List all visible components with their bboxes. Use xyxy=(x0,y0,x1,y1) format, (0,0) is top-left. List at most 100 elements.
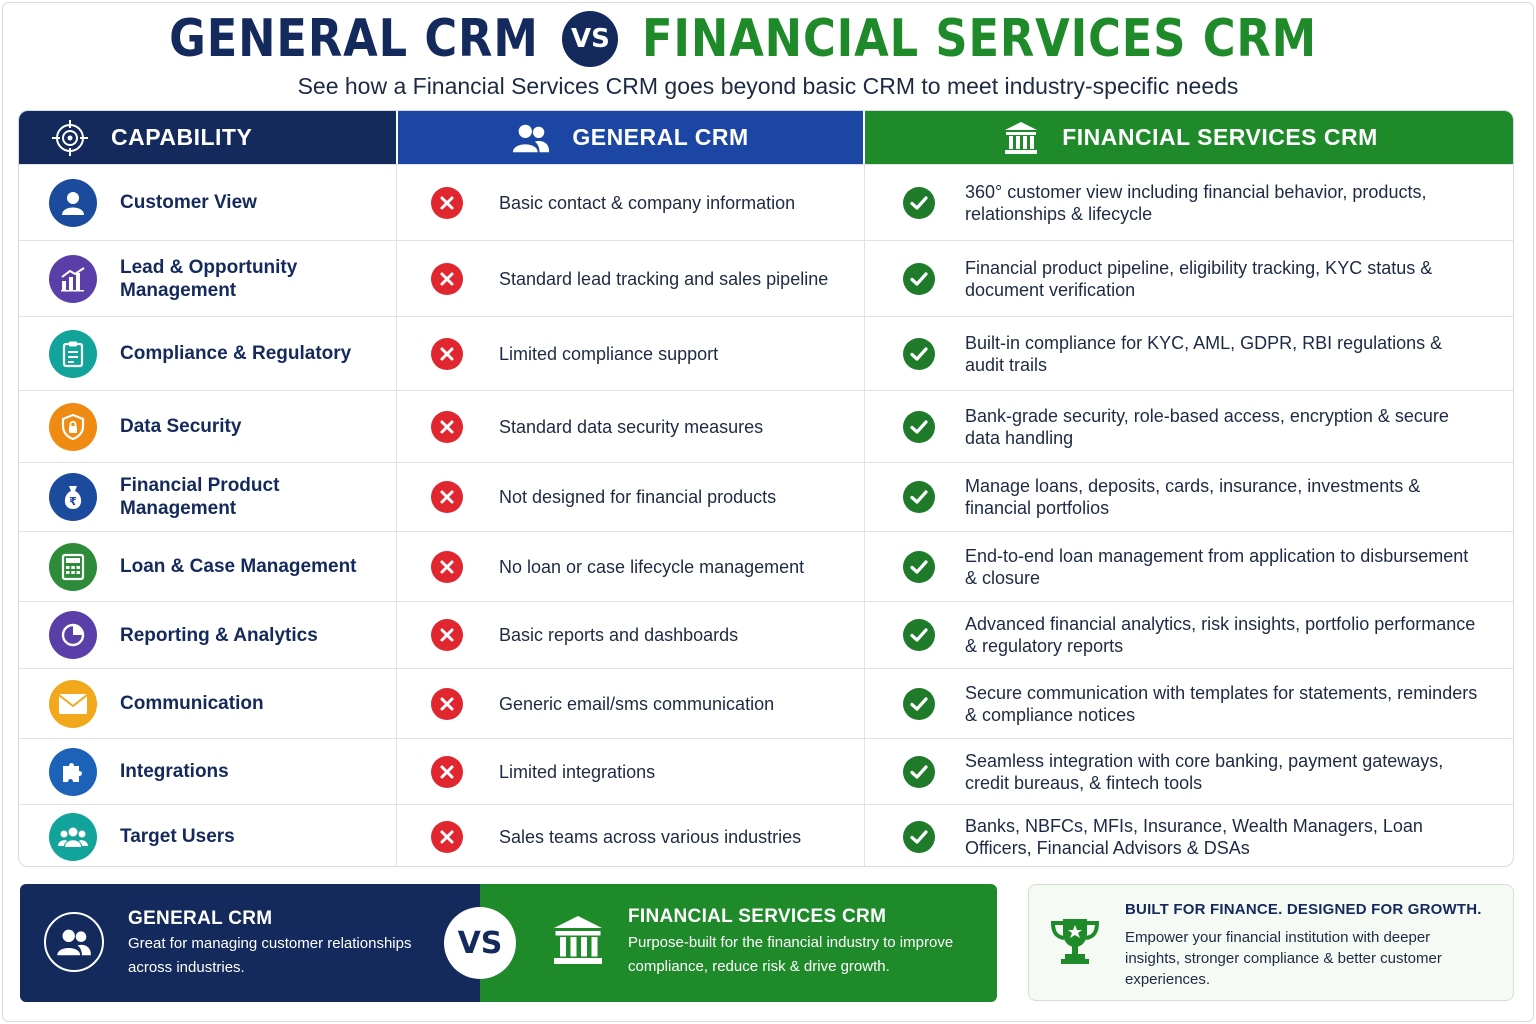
capability-cell: ₹ Financial Product Management xyxy=(19,463,396,531)
financial-crm-description: Banks, NBFCs, MFIs, Insurance, Wealth Ma… xyxy=(965,815,1423,858)
table-row: Data Security Standard data security meas… xyxy=(19,390,1513,462)
financial-crm-cell: Advanced financial analytics, risk insig… xyxy=(864,602,1513,668)
financial-crm-description: Seamless integration with core banking, … xyxy=(965,750,1444,793)
x-circle-icon xyxy=(431,481,463,513)
general-crm-description: Limited integrations xyxy=(499,761,656,782)
check-circle-icon xyxy=(903,820,935,853)
capability-label: Compliance & Regulatory xyxy=(120,343,352,364)
table-row: ₹ Financial Product Management Not designe… xyxy=(19,462,1513,531)
check-circle-icon xyxy=(903,550,935,583)
column-header-capability: CAPABILITY xyxy=(19,111,396,164)
capability-label: Lead & Opportunity Management xyxy=(120,256,298,301)
banner-general-title: GENERAL CRM xyxy=(128,908,273,929)
page-subtitle: See how a Financial Services CRM goes be… xyxy=(297,73,1239,99)
check-circle-icon xyxy=(903,687,935,720)
capability-label: Customer View xyxy=(120,192,257,213)
summary-banner: GENERAL CRM Great for managing customer … xyxy=(20,884,997,1002)
check-circle-icon xyxy=(903,337,935,370)
comparison-table: CAPABILITY GENERAL CRM FINANCIAL SERVICE… xyxy=(18,110,1514,867)
table-row: Customer View Basic contact & company inf… xyxy=(19,164,1513,240)
banner-general-crm: GENERAL CRM Great for managing customer … xyxy=(20,884,480,1002)
capability-cell: Data Security xyxy=(19,391,396,462)
financial-crm-cell: Seamless integration with core banking, … xyxy=(864,739,1513,804)
x-circle-icon xyxy=(431,687,463,720)
financial-crm-description: Manage loans, deposits, cards, insurance… xyxy=(965,476,1421,518)
promo-title: BUILT FOR FINANCE. DESIGNED FOR GROWTH. xyxy=(1125,901,1482,918)
table-row: Lead & Opportunity Management Standard le… xyxy=(19,240,1513,316)
general-crm-cell: Basic contact & company information xyxy=(396,165,864,240)
capability-cell: Lead & Opportunity Management xyxy=(19,241,396,316)
general-crm-cell: Sales teams across various industries xyxy=(396,805,864,866)
general-crm-description: No loan or case lifecycle management xyxy=(499,556,805,577)
capability-label: Data Security xyxy=(120,416,242,437)
puzzle-icon xyxy=(49,747,97,796)
check-circle-icon xyxy=(903,481,935,513)
target-icon xyxy=(51,119,89,157)
financial-crm-cell: End-to-end loan management from applicat… xyxy=(864,532,1513,601)
general-crm-cell: Not designed for financial products xyxy=(396,463,864,531)
general-crm-description: Standard data security measures xyxy=(499,416,764,437)
financial-crm-cell: 360° customer view including financial b… xyxy=(864,165,1513,240)
banner-financial-crm: FINANCIAL SERVICES CRM Purpose-built for… xyxy=(480,884,997,1002)
title-general-crm: GENERAL CRM xyxy=(168,9,539,69)
table-header: CAPABILITY GENERAL CRM FINANCIAL SERVICE… xyxy=(19,111,1513,164)
users-icon xyxy=(44,912,104,972)
financial-crm-description: Secure communication with templates for … xyxy=(965,682,1478,725)
clipboard-icon xyxy=(49,329,97,378)
title-financial-crm: FINANCIAL SERVICES CRM xyxy=(642,9,1318,69)
vs-badge: VS xyxy=(562,11,619,67)
promo-box: BUILT FOR FINANCE. DESIGNED FOR GROWTH. … xyxy=(1028,884,1514,1001)
capability-cell: Target Users xyxy=(19,805,396,866)
financial-crm-cell: Banks, NBFCs, MFIs, Insurance, Wealth Ma… xyxy=(864,805,1513,866)
financial-crm-description: Advanced financial analytics, risk insig… xyxy=(965,614,1476,656)
table-row: Target Users Sales teams across various i… xyxy=(19,804,1513,866)
check-circle-icon xyxy=(903,410,935,443)
pie-chart-icon xyxy=(49,611,97,659)
general-crm-cell: Standard lead tracking and sales pipelin… xyxy=(396,241,864,316)
financial-crm-cell: Financial product pipeline, eligibility … xyxy=(864,241,1513,316)
check-circle-icon xyxy=(903,619,935,651)
general-crm-cell: Generic email/sms communication xyxy=(396,669,864,738)
capability-label: Communication xyxy=(120,693,264,714)
vs-circle: VS xyxy=(444,907,516,979)
capability-cell: Compliance & Regulatory xyxy=(19,317,396,390)
x-circle-icon xyxy=(431,820,463,853)
financial-crm-description: End-to-end loan management from applicat… xyxy=(965,545,1469,588)
promo-text: Empower your financial institution with … xyxy=(1125,929,1442,988)
capability-cell: Reporting & Analytics xyxy=(19,602,396,668)
table-row: Communication Generic email/sms communica… xyxy=(19,668,1513,738)
banner-financial-text: Purpose-built for the financial industry… xyxy=(628,934,954,975)
x-circle-icon xyxy=(431,186,463,219)
svg-text:₹: ₹ xyxy=(69,495,77,508)
general-crm-cell: No loan or case lifecycle management xyxy=(396,532,864,601)
bank-icon xyxy=(1002,119,1040,157)
table-row: Integrations Limited integrations Seamless… xyxy=(19,738,1513,804)
general-crm-description: Not designed for financial products xyxy=(499,487,777,507)
table-row: Loan & Case Management No loan or case li… xyxy=(19,531,1513,601)
column-header-label: CAPABILITY xyxy=(111,124,253,150)
check-circle-icon xyxy=(903,262,935,295)
capability-cell: Customer View xyxy=(19,165,396,240)
bar-chart-icon xyxy=(49,254,97,303)
capability-cell: Loan & Case Management xyxy=(19,532,396,601)
x-circle-icon xyxy=(431,550,463,583)
general-crm-description: Basic contact & company information xyxy=(499,192,796,213)
general-crm-cell: Limited compliance support xyxy=(396,317,864,390)
money-bag-icon: ₹ xyxy=(49,473,97,521)
trophy-icon xyxy=(1047,913,1103,969)
financial-crm-cell: Built-in compliance for KYC, AML, GDPR, … xyxy=(864,317,1513,390)
capability-label: Loan & Case Management xyxy=(120,556,357,577)
financial-crm-description: Built-in compliance for KYC, AML, GDPR, … xyxy=(965,332,1443,375)
capability-label: Target Users xyxy=(120,826,235,847)
check-circle-icon xyxy=(903,186,935,219)
banner-general-text: Great for managing customer relationship… xyxy=(128,935,412,976)
financial-crm-cell: Bank-grade security, role-based access, … xyxy=(864,391,1513,462)
column-header-financial-crm: FINANCIAL SERVICES CRM xyxy=(865,111,1513,164)
envelope-icon xyxy=(49,679,97,728)
financial-crm-cell: Manage loans, deposits, cards, insurance… xyxy=(864,463,1513,531)
users-icon xyxy=(512,119,550,157)
user-icon xyxy=(49,178,97,227)
column-header-label: GENERAL CRM xyxy=(572,124,749,150)
capability-cell: Communication xyxy=(19,669,396,738)
general-crm-description: Basic reports and dashboards xyxy=(499,625,739,645)
